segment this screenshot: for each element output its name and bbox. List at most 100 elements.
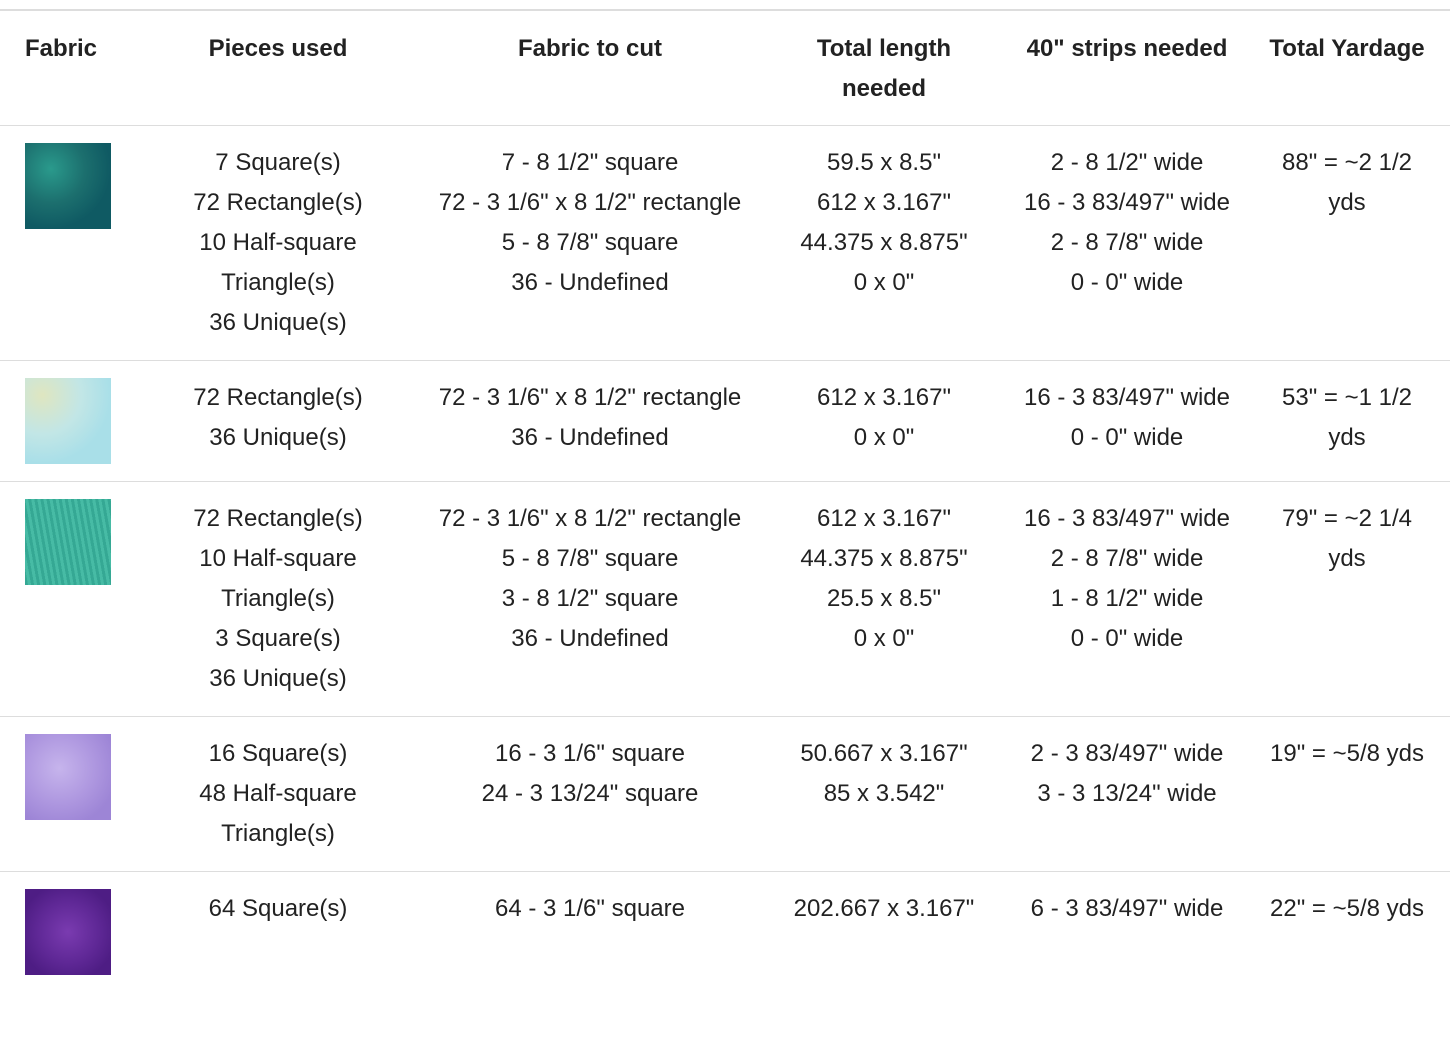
pieces-item: 72 Rectangle(s) — [193, 189, 363, 216]
strips-item: 0 - 0" wide — [1070, 625, 1184, 652]
pieces-item: 72 Rectangle(s) — [193, 384, 363, 411]
fabric-cell — [0, 125, 150, 361]
length-item: 0 x 0" — [853, 625, 915, 652]
page: Fabric Pieces used Fabric to cut Total l… — [0, 9, 1450, 1057]
length-item: 612 x 3.167" — [817, 384, 951, 411]
strips-item: 2 - 8 1/2" wide — [1050, 149, 1204, 176]
length-item: 44.375 x 8.875" — [800, 229, 968, 256]
yardage-cell: 79" = ~2 1/4 yds — [1260, 481, 1450, 717]
strips-item: 2 - 8 7/8" wide — [1050, 545, 1204, 572]
pieces-cell: 72 Rectangle(s) 36 Unique(s) — [150, 360, 406, 482]
strips-item: 0 - 0" wide — [1070, 269, 1184, 296]
pieces-item: 16 Square(s) — [208, 740, 348, 767]
fabric-swatch — [25, 499, 111, 585]
fabric-swatch — [25, 378, 111, 464]
strips-item: 3 - 3 13/24" wide — [1037, 780, 1217, 807]
cut-cell: 72 - 3 1/6" x 8 1/2" rectangle 36 - Undef… — [406, 360, 774, 482]
strips-item: 16 - 3 83/497" wide — [1024, 505, 1230, 532]
header-cell: Fabric to cut — [406, 9, 774, 126]
yardage-table: Fabric Pieces used Fabric to cut Total l… — [0, 9, 1450, 992]
length-item: 612 x 3.167" — [817, 189, 951, 216]
pieces-item: 48 Half-square Triangle(s) — [199, 780, 357, 847]
yardage-cell: 88" = ~2 1/2 yds — [1260, 125, 1450, 361]
header-cell: 40" strips needed — [994, 9, 1260, 126]
cut-cell: 16 - 3 1/6" square 24 - 3 13/24" square — [406, 716, 774, 872]
length-item: 44.375 x 8.875" — [800, 545, 968, 572]
strips-item: 2 - 8 7/8" wide — [1050, 229, 1204, 256]
length-item: 202.667 x 3.167" — [793, 895, 975, 922]
pieces-item: 36 Unique(s) — [209, 665, 347, 692]
fabric-swatch — [25, 143, 111, 229]
table-row: 16 Square(s) 48 Half-square Triangle(s) 16… — [0, 716, 1450, 872]
strips-item: 16 - 3 83/497" wide — [1024, 189, 1230, 216]
fabric-cell — [0, 716, 150, 872]
strips-item: 1 - 8 1/2" wide — [1050, 585, 1204, 612]
table-row: 72 Rectangle(s) 36 Unique(s) 72 - 3 1/6" x… — [0, 360, 1450, 482]
length-cell: 612 x 3.167" 44.375 x 8.875" 25.5 x 8.5" 0 … — [774, 481, 994, 717]
pieces-item: 36 Unique(s) — [209, 309, 347, 336]
fabric-cell — [0, 871, 150, 992]
header-cell: Pieces used — [150, 9, 406, 126]
strips-item: 2 - 3 83/497" wide — [1030, 740, 1224, 767]
strips-cell: 2 - 8 1/2" wide 16 - 3 83/497" wide 2 - 8 … — [994, 125, 1260, 361]
cut-item: 72 - 3 1/6" x 8 1/2" rectangle — [438, 189, 742, 216]
length-item: 59.5 x 8.5" — [827, 149, 941, 176]
strips-cell: 2 - 3 83/497" wide 3 - 3 13/24" wide — [994, 716, 1260, 872]
cut-item: 36 - Undefined — [511, 424, 669, 451]
header-cell: Fabric — [0, 9, 150, 126]
header-row: Fabric Pieces used Fabric to cut Total l… — [0, 9, 1450, 126]
cut-cell: 7 - 8 1/2" square 72 - 3 1/6" x 8 1/2" re… — [406, 125, 774, 361]
length-item: 0 x 0" — [853, 424, 915, 451]
cut-item: 24 - 3 13/24" square — [481, 780, 699, 807]
pieces-item: 72 Rectangle(s) — [193, 505, 363, 532]
pieces-cell: 16 Square(s) 48 Half-square Triangle(s) — [150, 716, 406, 872]
pieces-cell: 72 Rectangle(s) 10 Half-square Triangle(s… — [150, 481, 406, 717]
fabric-swatch — [25, 889, 111, 975]
fabric-cell — [0, 481, 150, 717]
yardage-cell: 53" = ~1 1/2 yds — [1260, 360, 1450, 482]
pieces-cell: 7 Square(s) 72 Rectangle(s) 10 Half-square… — [150, 125, 406, 361]
pieces-item: 36 Unique(s) — [209, 424, 347, 451]
yardage-cell: 22" = ~5/8 yds — [1260, 871, 1450, 992]
strips-item: 16 - 3 83/497" wide — [1024, 384, 1230, 411]
cut-item: 7 - 8 1/2" square — [501, 149, 679, 176]
length-cell: 612 x 3.167" 0 x 0" — [774, 360, 994, 482]
length-item: 0 x 0" — [853, 269, 915, 296]
length-item: 85 x 3.542" — [823, 780, 945, 807]
length-item: 25.5 x 8.5" — [827, 585, 941, 612]
cut-item: 5 - 8 7/8" square — [501, 545, 679, 572]
cut-item: 36 - Undefined — [511, 625, 669, 652]
cut-item: 36 - Undefined — [511, 269, 669, 296]
table-row: 7 Square(s) 72 Rectangle(s) 10 Half-square… — [0, 125, 1450, 361]
fabric-cell — [0, 360, 150, 482]
fabric-swatch — [25, 734, 111, 820]
strips-cell: 16 - 3 83/497" wide 2 - 8 7/8" wide 1 - 8 … — [994, 481, 1260, 717]
pieces-item: 7 Square(s) — [215, 149, 341, 176]
length-cell: 59.5 x 8.5" 612 x 3.167" 44.375 x 8.875" 0 … — [774, 125, 994, 361]
pieces-item: 64 Square(s) — [208, 895, 348, 922]
length-item: 50.667 x 3.167" — [800, 740, 968, 767]
pieces-cell: 64 Square(s) — [150, 871, 406, 992]
pieces-item: 3 Square(s) — [215, 625, 341, 652]
header-cell: Total length needed — [774, 9, 994, 126]
cut-item: 72 - 3 1/6" x 8 1/2" rectangle — [438, 505, 742, 532]
table-body: 7 Square(s) 72 Rectangle(s) 10 Half-square… — [0, 125, 1450, 992]
strips-item: 6 - 3 83/497" wide — [1030, 895, 1224, 922]
header-cell: Total Yardage — [1260, 9, 1450, 126]
cut-item: 64 - 3 1/6" square — [495, 895, 685, 922]
pieces-item: 10 Half-square Triangle(s) — [199, 229, 357, 296]
table-row: 64 Square(s) 64 - 3 1/6" square 202.667 x … — [0, 871, 1450, 992]
cut-item: 72 - 3 1/6" x 8 1/2" rectangle — [438, 384, 742, 411]
cut-item: 5 - 8 7/8" square — [501, 229, 679, 256]
strips-item: 0 - 0" wide — [1070, 424, 1184, 451]
cut-item: 16 - 3 1/6" square — [495, 740, 685, 767]
length-cell: 50.667 x 3.167" 85 x 3.542" — [774, 716, 994, 872]
cut-cell: 64 - 3 1/6" square — [406, 871, 774, 992]
cut-item: 3 - 8 1/2" square — [501, 585, 679, 612]
strips-cell: 6 - 3 83/497" wide — [994, 871, 1260, 992]
pieces-item: 10 Half-square Triangle(s) — [199, 545, 357, 612]
length-cell: 202.667 x 3.167" — [774, 871, 994, 992]
yardage-cell: 19" = ~5/8 yds — [1260, 716, 1450, 872]
length-item: 612 x 3.167" — [817, 505, 951, 532]
table-row: 72 Rectangle(s) 10 Half-square Triangle(s… — [0, 481, 1450, 717]
